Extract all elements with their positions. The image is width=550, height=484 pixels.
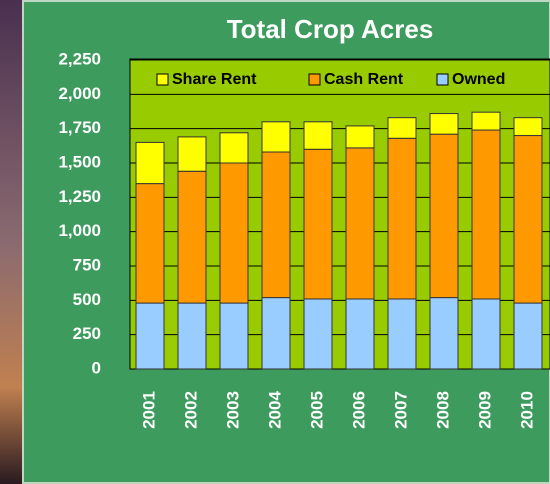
bar-segment: [429, 113, 459, 135]
bar-segment: [219, 132, 249, 164]
legend-label: Cash Rent: [324, 71, 404, 88]
bar-segment: [177, 170, 207, 304]
y-tick-label: 2,000: [58, 84, 101, 103]
bar-segment: [135, 302, 165, 370]
x-tick-label: 2010: [517, 391, 536, 429]
bar-segment: [387, 117, 417, 139]
bar-segment: [303, 121, 333, 150]
x-tick-label: 2008: [433, 391, 452, 429]
bar-segment: [387, 298, 417, 370]
legend-swatch: [308, 73, 321, 86]
y-tick-label: 750: [73, 255, 101, 274]
bar-segment: [261, 151, 291, 299]
bar-segment: [429, 297, 459, 370]
x-tick-label: 2007: [391, 391, 410, 429]
y-tick-label: 0: [92, 358, 101, 377]
x-tick-label: 2009: [475, 391, 494, 429]
bar-segment: [345, 298, 375, 370]
legend-label: Owned: [452, 71, 505, 88]
bar-segment: [177, 136, 207, 172]
bar-segment: [471, 129, 501, 300]
bar-segment: [345, 147, 375, 300]
bar-segment: [513, 117, 543, 137]
bar-segment: [513, 302, 543, 370]
x-tick-label: 2003: [223, 391, 242, 429]
x-tick-label: 2006: [349, 391, 368, 429]
chart-title: Total Crop Acres: [227, 14, 434, 44]
legend-swatch: [436, 73, 449, 86]
y-tick-label: 1,750: [58, 118, 101, 137]
bar-segment: [471, 111, 501, 131]
y-tick-label: 1,250: [58, 187, 101, 206]
y-tick-label: 1,000: [58, 221, 101, 240]
x-tick-label: 2001: [139, 391, 158, 429]
bar-segment: [429, 133, 459, 299]
bar-segment: [177, 302, 207, 370]
bar-segment: [261, 121, 291, 153]
bar-segment: [303, 298, 333, 370]
bar-segment: [219, 302, 249, 370]
x-tick-label: 2005: [307, 391, 326, 429]
legend-swatch: [156, 73, 169, 86]
y-tick-label: 1,500: [58, 152, 101, 171]
x-tick-label: 2004: [265, 391, 284, 429]
bar-segment: [387, 137, 417, 300]
bar-segment: [303, 148, 333, 300]
bar-segment: [261, 297, 291, 370]
bar-segment: [135, 141, 165, 185]
x-tick-label: 2002: [181, 391, 200, 429]
y-tick-label: 250: [73, 324, 101, 343]
bar-segment: [345, 125, 375, 149]
bar-segment: [513, 135, 543, 304]
y-tick-label: 2,250: [58, 49, 101, 68]
y-tick-label: 500: [73, 290, 101, 309]
bar-segment: [219, 162, 249, 304]
bar-segment: [471, 298, 501, 370]
legend-label: Share Rent: [172, 71, 257, 88]
bar-segment: [135, 183, 165, 304]
